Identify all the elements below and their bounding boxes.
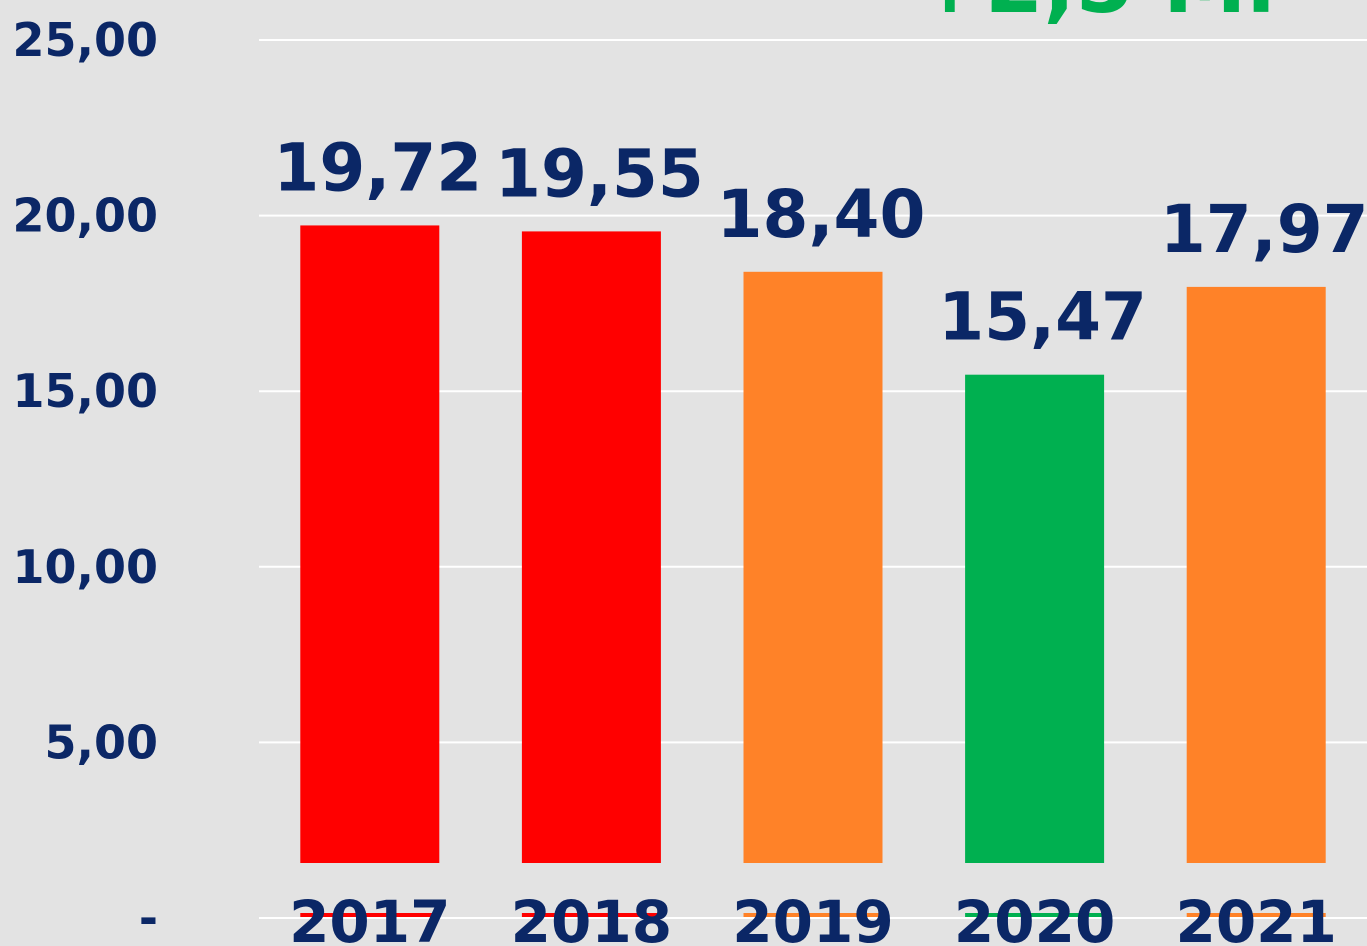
axis-band bbox=[259, 863, 1367, 913]
y-tick-label: 10,00 bbox=[12, 540, 158, 594]
y-tick-label: 5,00 bbox=[45, 715, 159, 769]
value-label: 15,47 bbox=[938, 279, 1147, 356]
bar bbox=[1186, 286, 1326, 919]
x-tick-label: 2020 bbox=[954, 888, 1115, 946]
value-label: 19,55 bbox=[495, 135, 704, 212]
x-tick-label: 2018 bbox=[511, 888, 672, 946]
bar bbox=[743, 271, 883, 918]
x-tick-label: 2019 bbox=[732, 888, 893, 946]
x-tick-label: 2017 bbox=[289, 888, 450, 946]
value-label: 17,97 bbox=[1160, 191, 1367, 268]
value-label: 19,72 bbox=[273, 129, 482, 206]
y-tick-label: - bbox=[139, 891, 158, 945]
bar bbox=[300, 225, 440, 918]
value-label: 18,40 bbox=[717, 176, 926, 253]
y-tick-label: 25,00 bbox=[12, 13, 158, 67]
annotation: +2,5 Mi bbox=[915, 0, 1276, 32]
bar bbox=[521, 231, 661, 919]
x-tick-label: 2021 bbox=[1175, 888, 1336, 946]
bar bbox=[965, 374, 1105, 918]
y-tick-label: 20,00 bbox=[12, 189, 158, 243]
y-tick-label: 15,00 bbox=[12, 364, 158, 418]
